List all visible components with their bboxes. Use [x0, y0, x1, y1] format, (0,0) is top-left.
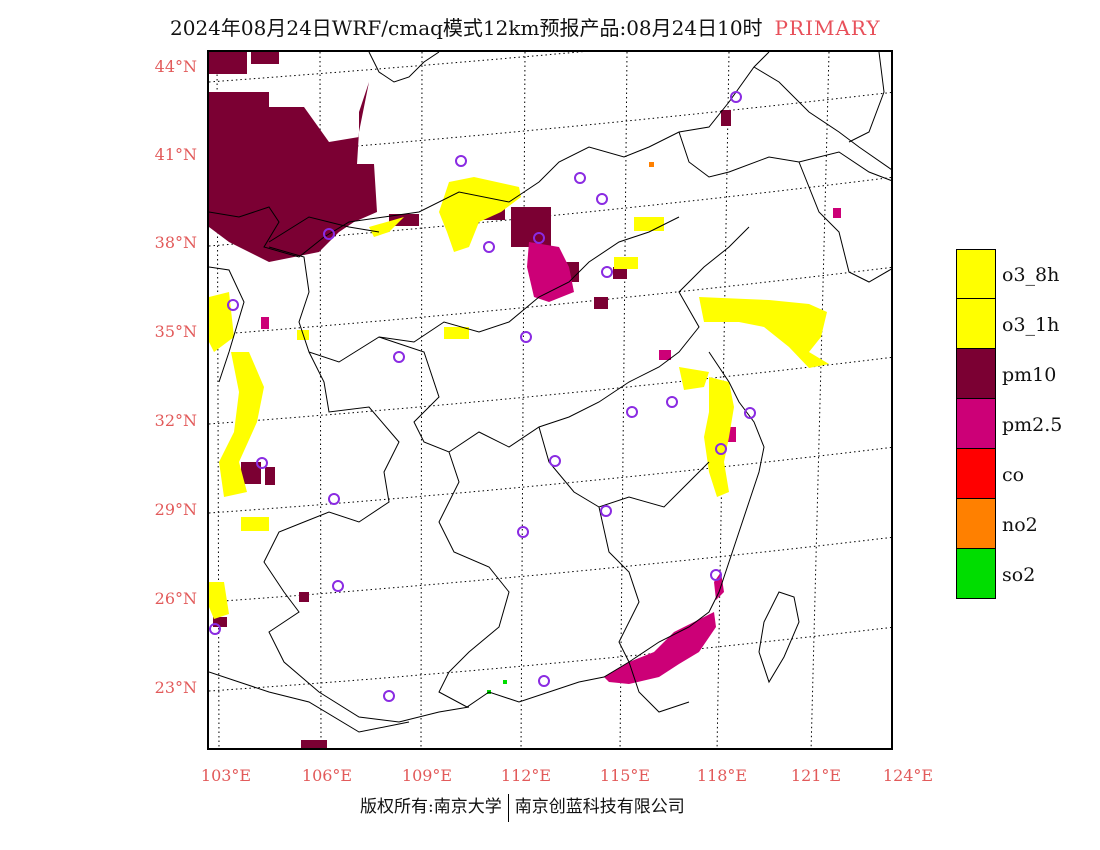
footer-separator [507, 793, 509, 822]
lat-label-41: 41°N [154, 145, 197, 164]
primary-tag: PRIMARY [774, 16, 881, 40]
lat-label-26: 26°N [154, 589, 197, 608]
map-title: 2024年08月24日WRF/cmaq模式12km预报产品:08月24日10时 P… [170, 12, 881, 41]
legend-swatch-pm25 [956, 399, 996, 449]
pm25-fields [261, 208, 841, 684]
pm10-fields [209, 52, 731, 748]
lon-label-124: 124°E [882, 766, 934, 785]
lon-label-118: 118°E [696, 766, 748, 785]
copyright-right: 南京创蓝科技有限公司 [514, 797, 685, 817]
title-text: 2024年08月24日WRF/cmaq模式12km预报产品:08月24日10时 [170, 16, 763, 40]
legend-swatch-co [956, 449, 996, 499]
forecast-map [207, 50, 893, 750]
legend-item-co: co [956, 449, 1076, 499]
legend-swatch-so2 [956, 549, 996, 599]
lon-label-115: 115°E [599, 766, 651, 785]
lat-label-38: 38°N [154, 233, 197, 252]
o3-fields [209, 177, 829, 619]
legend-item-o3-8h: o3_8h [956, 249, 1076, 299]
lat-label-44: 44°N [154, 57, 197, 76]
station-markers [209, 91, 756, 702]
lon-label-103: 103°E [200, 766, 252, 785]
map-canvas [209, 52, 891, 748]
lon-label-112: 112°E [500, 766, 552, 785]
boundary-lines [209, 52, 891, 733]
legend: o3_8h o3_1h pm10 pm2.5 co no2 so2 [956, 249, 1076, 599]
legend-label-so2: so2 [1002, 564, 1036, 586]
lon-label-121: 121°E [790, 766, 842, 785]
legend-label-o3-8h: o3_8h [1002, 264, 1060, 286]
lon-label-106: 106°E [301, 766, 353, 785]
legend-swatch-no2 [956, 499, 996, 549]
legend-label-co: co [1002, 464, 1025, 486]
legend-item-o3-1h: o3_1h [956, 299, 1076, 349]
legend-item-so2: so2 [956, 549, 1076, 599]
legend-label-no2: no2 [1002, 514, 1038, 536]
lat-label-29: 29°N [154, 500, 197, 519]
copyright-footer: 版权所有:南京大学 南京创蓝科技有限公司 [360, 792, 685, 822]
lat-label-23: 23°N [154, 678, 197, 697]
lat-label-35: 35°N [154, 322, 197, 341]
legend-swatch-pm10 [956, 349, 996, 399]
lon-label-109: 109°E [401, 766, 453, 785]
legend-label-o3-1h: o3_1h [1002, 314, 1060, 336]
legend-label-pm10: pm10 [1002, 364, 1057, 386]
legend-label-pm25: pm2.5 [1002, 414, 1063, 436]
copyright-left: 版权所有:南京大学 [360, 797, 502, 817]
legend-item-pm25: pm2.5 [956, 399, 1076, 449]
legend-swatch-o3-8h [956, 249, 996, 299]
lat-label-32: 32°N [154, 411, 197, 430]
legend-swatch-o3-1h [956, 299, 996, 349]
legend-item-no2: no2 [956, 499, 1076, 549]
legend-item-pm10: pm10 [956, 349, 1076, 399]
